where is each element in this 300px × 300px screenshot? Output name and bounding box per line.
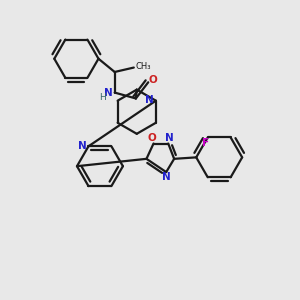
Text: N: N (104, 88, 112, 98)
Text: H: H (99, 93, 105, 102)
Text: N: N (165, 133, 174, 143)
Text: F: F (202, 138, 209, 148)
Text: N: N (162, 172, 171, 182)
Text: O: O (148, 75, 157, 85)
Text: CH₃: CH₃ (135, 62, 151, 71)
Text: N: N (78, 141, 86, 151)
Text: O: O (148, 133, 156, 143)
Text: N: N (145, 95, 154, 105)
